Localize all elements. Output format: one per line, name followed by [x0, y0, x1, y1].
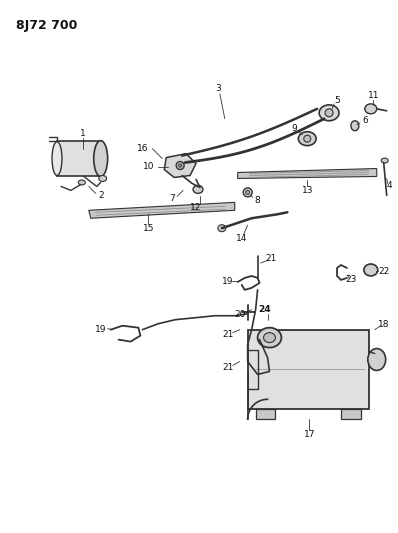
Polygon shape [89, 203, 235, 218]
Ellipse shape [365, 104, 377, 114]
Text: 23: 23 [345, 276, 357, 285]
Text: 19: 19 [222, 277, 234, 286]
Text: 4: 4 [387, 181, 392, 190]
Ellipse shape [179, 164, 181, 167]
Text: 12: 12 [190, 203, 202, 212]
Text: 21: 21 [222, 363, 234, 372]
Text: 20: 20 [234, 310, 246, 319]
Ellipse shape [258, 328, 281, 348]
Text: 21: 21 [266, 254, 277, 263]
Bar [341, 409, 361, 419]
Bar [256, 409, 275, 419]
Ellipse shape [381, 158, 388, 163]
Text: 18: 18 [378, 320, 390, 329]
Text: 10: 10 [142, 162, 154, 171]
Ellipse shape [176, 161, 184, 169]
Text: 7: 7 [169, 194, 175, 203]
Ellipse shape [319, 105, 339, 121]
Ellipse shape [94, 141, 107, 176]
Text: 24: 24 [258, 305, 271, 314]
Text: 8J72 700: 8J72 700 [16, 19, 78, 33]
Text: 22: 22 [378, 268, 389, 277]
Ellipse shape [325, 109, 333, 117]
Text: 2: 2 [98, 191, 103, 200]
Ellipse shape [304, 135, 311, 142]
Text: 21: 21 [222, 330, 234, 339]
Text: 16: 16 [137, 144, 148, 153]
Text: 19: 19 [95, 325, 106, 334]
Polygon shape [238, 168, 377, 179]
Ellipse shape [364, 264, 378, 276]
Ellipse shape [99, 175, 107, 181]
Text: 6: 6 [362, 116, 368, 125]
Text: 13: 13 [302, 186, 313, 195]
Ellipse shape [218, 225, 226, 232]
Ellipse shape [193, 185, 203, 193]
Text: 1: 1 [80, 129, 86, 138]
Ellipse shape [52, 142, 62, 175]
Ellipse shape [298, 132, 316, 146]
Ellipse shape [243, 188, 252, 197]
Bar [248, 330, 369, 409]
Text: 17: 17 [304, 430, 315, 439]
Text: 11: 11 [368, 91, 380, 100]
Text: 14: 14 [236, 233, 248, 243]
Ellipse shape [263, 333, 275, 343]
Polygon shape [164, 154, 196, 177]
Ellipse shape [78, 180, 85, 185]
Bar [57, 141, 101, 176]
Text: 3: 3 [215, 84, 221, 93]
Ellipse shape [246, 190, 250, 195]
Text: 15: 15 [142, 224, 154, 233]
Text: 8: 8 [255, 196, 260, 205]
Ellipse shape [368, 349, 386, 370]
Text: 9: 9 [291, 124, 297, 133]
Ellipse shape [351, 121, 359, 131]
Text: 5: 5 [334, 96, 340, 106]
